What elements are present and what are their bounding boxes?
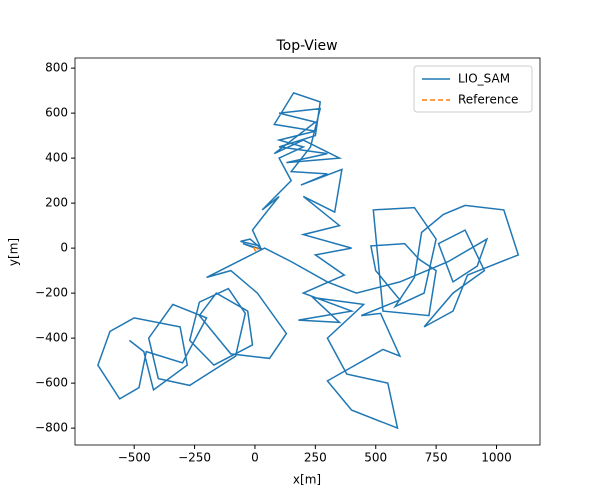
y-axis-label: y[m] bbox=[7, 238, 21, 266]
y-tick-label: 0 bbox=[60, 241, 68, 255]
legend-label: Reference bbox=[458, 93, 518, 107]
x-tick-label: 250 bbox=[304, 451, 327, 465]
legend-box bbox=[413, 65, 533, 113]
x-tick-label: 500 bbox=[364, 451, 387, 465]
y-tick-label: −600 bbox=[35, 376, 68, 390]
y-tick-label: −200 bbox=[35, 286, 68, 300]
y-tick-label: −800 bbox=[35, 421, 68, 435]
x-tick-label: 1000 bbox=[481, 451, 512, 465]
legend-label: LIO_SAM bbox=[458, 72, 510, 86]
y-tick-label: 400 bbox=[45, 151, 68, 165]
plot-frame bbox=[74, 57, 541, 446]
x-tick-label: −250 bbox=[178, 451, 211, 465]
trajectory-line bbox=[97, 91, 520, 430]
y-tick-label: 200 bbox=[45, 196, 68, 210]
x-axis-label: x[m] bbox=[293, 473, 321, 487]
x-tick-label: 750 bbox=[425, 451, 448, 465]
chart-title: Top-View bbox=[275, 38, 337, 54]
x-tick-label: 0 bbox=[251, 451, 259, 465]
trajectory-line bbox=[253, 246, 259, 253]
y-tick-label: −400 bbox=[35, 331, 68, 345]
x-tick-label: −500 bbox=[118, 451, 151, 465]
y-tick-label: 600 bbox=[45, 106, 68, 120]
y-tick-label: 800 bbox=[45, 61, 68, 75]
